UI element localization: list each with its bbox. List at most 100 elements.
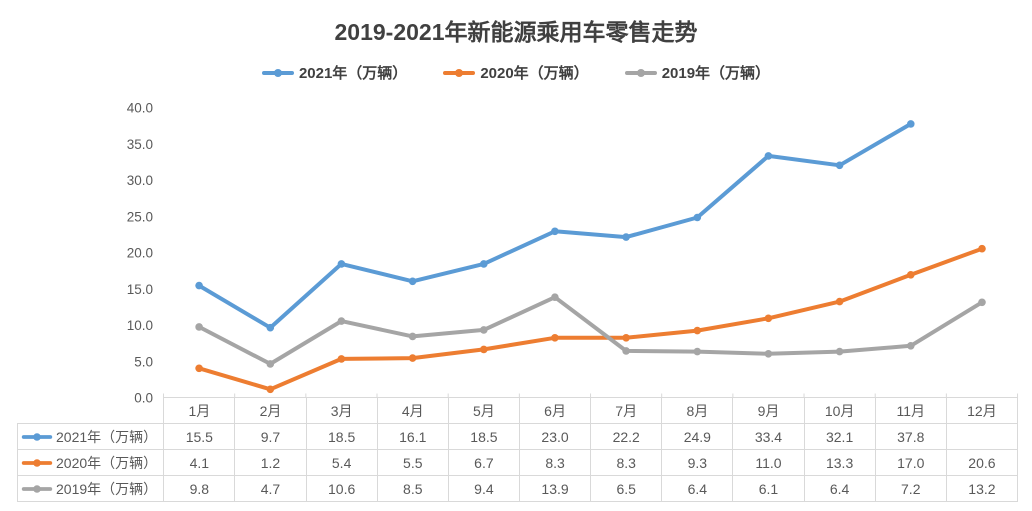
month-header-cell: 3月 xyxy=(305,397,378,424)
value-cell: 10.6 xyxy=(305,475,378,502)
data-point-marker xyxy=(835,297,844,306)
table-row-2: 2019年（万辆） 9.8 4.7 10.6 8.5 9.4 13.9 6.5 6.4 6.1 6.… xyxy=(16,475,1019,502)
value-cell: 6.4 xyxy=(803,475,876,502)
value-cell: 9.8 xyxy=(163,475,236,502)
value-cell: 5.4 xyxy=(305,449,378,476)
data-point-marker xyxy=(480,326,488,334)
y-tick-label: 20.0 xyxy=(127,246,153,261)
value-cell: 37.8 xyxy=(874,423,947,450)
month-header-cell: 4月 xyxy=(376,397,449,424)
data-point-marker xyxy=(337,355,346,363)
value-cell: 17.0 xyxy=(874,449,947,476)
value-cell: 13.3 xyxy=(803,449,876,476)
legend-item-0: 2021年（万辆） xyxy=(261,62,408,83)
row-label-text: 2021年（万辆） xyxy=(56,428,158,445)
data-point-marker xyxy=(835,161,844,170)
series-key-icon xyxy=(21,458,53,467)
y-tick-label: 25.0 xyxy=(127,209,153,224)
data-point-marker xyxy=(408,332,417,341)
data-point-marker xyxy=(408,277,417,286)
data-table: 1月 2月 3月 4月 5月 6月 7月 8月 9月 10月 11月 12月 2021年（万辆） 15.5… xyxy=(16,397,1019,502)
legend-item-2: 2019年（万辆） xyxy=(624,62,771,83)
y-tick-label: 30.0 xyxy=(127,173,153,188)
series-key-icon xyxy=(21,484,53,493)
value-cell: 6.4 xyxy=(661,475,734,502)
month-header-cell: 5月 xyxy=(447,397,520,424)
value-cell: 4.7 xyxy=(234,475,307,502)
value-cell: 7.2 xyxy=(874,475,947,502)
row-label-cell: 2020年（万辆） xyxy=(16,449,165,476)
data-point-marker xyxy=(266,360,275,368)
data-point-marker xyxy=(907,342,915,350)
data-point-marker xyxy=(480,345,488,354)
value-cell: 9.7 xyxy=(234,423,307,450)
y-tick-label: 40.0 xyxy=(127,101,153,116)
month-header-cell: 12月 xyxy=(945,397,1019,424)
data-point-marker xyxy=(408,354,417,362)
y-tick-label: 0.0 xyxy=(134,391,153,406)
data-point-marker xyxy=(551,334,559,342)
table-corner-cell xyxy=(18,398,164,424)
row-label-cell: 2021年（万辆） xyxy=(16,423,165,450)
value-cell: 8.5 xyxy=(376,475,449,502)
data-point-marker xyxy=(337,260,346,268)
table-row-0: 2021年（万辆） 15.5 9.7 18.5 16.1 18.5 23.0 22.2 24.9… xyxy=(16,423,1019,450)
y-tick-label: 5.0 xyxy=(134,354,153,369)
value-cell: 6.7 xyxy=(447,449,520,476)
value-cell: 33.4 xyxy=(732,423,805,450)
data-point-marker xyxy=(266,385,275,394)
chart-title: 2019-2021年新能源乘用车零售走势 xyxy=(334,19,698,45)
value-cell: 22.2 xyxy=(590,423,663,450)
row-label-text: 2020年（万辆） xyxy=(56,454,158,471)
data-point-marker xyxy=(622,347,630,355)
value-cell: 8.3 xyxy=(590,449,663,476)
month-header-cell: 6月 xyxy=(518,397,592,424)
data-point-marker xyxy=(480,260,488,268)
series-key-icon xyxy=(443,68,476,77)
value-cell: 13.2 xyxy=(945,475,1019,502)
data-point-marker xyxy=(551,227,559,236)
value-cell: 20.6 xyxy=(945,449,1019,476)
value-cell: 18.5 xyxy=(447,423,520,450)
data-point-marker xyxy=(337,317,346,325)
value-cell xyxy=(945,423,1019,450)
data-point-marker xyxy=(622,334,630,342)
month-header-cell: 10月 xyxy=(803,397,876,424)
data-point-marker xyxy=(907,271,915,279)
value-cell: 4.1 xyxy=(163,449,236,476)
legend-item-1: 2020年（万辆） xyxy=(443,62,589,83)
series-key-icon xyxy=(21,432,53,441)
y-tick-label: 15.0 xyxy=(127,282,153,297)
value-cell: 6.5 xyxy=(590,475,663,502)
legend-label: 2021年（万辆） xyxy=(298,65,408,82)
data-point-marker xyxy=(693,213,702,222)
data-point-marker xyxy=(622,233,630,241)
legend-label: 2020年（万辆） xyxy=(480,65,589,82)
data-point-marker xyxy=(764,314,773,323)
legend-label: 2019年（万辆） xyxy=(661,65,771,82)
data-point-marker xyxy=(551,293,559,302)
data-point-marker xyxy=(835,347,844,356)
series-key-icon xyxy=(261,68,294,77)
value-cell: 24.9 xyxy=(661,423,734,450)
month-header-cell: 1月 xyxy=(163,397,236,424)
month-header-cell: 7月 xyxy=(590,397,663,424)
data-point-marker xyxy=(907,120,915,128)
value-cell: 1.2 xyxy=(234,449,307,476)
data-point-marker xyxy=(693,326,702,335)
data-point-marker xyxy=(978,298,986,307)
data-point-marker xyxy=(195,281,203,290)
series-key-icon xyxy=(624,68,657,77)
data-point-marker xyxy=(693,347,702,356)
table-row-1: 2020年（万辆） 4.1 1.2 5.4 5.5 6.7 8.3 8.3 9.3 11.0 13.… xyxy=(16,449,1019,476)
data-point-marker xyxy=(266,323,275,332)
month-header-cell: 11月 xyxy=(874,397,947,424)
value-cell: 11.0 xyxy=(732,449,805,476)
value-cell: 8.3 xyxy=(518,449,592,476)
y-tick-label: 10.0 xyxy=(127,318,153,333)
value-cell: 16.1 xyxy=(376,423,449,450)
month-header-cell: 9月 xyxy=(732,397,805,424)
row-label-text: 2019年（万辆） xyxy=(56,480,158,497)
